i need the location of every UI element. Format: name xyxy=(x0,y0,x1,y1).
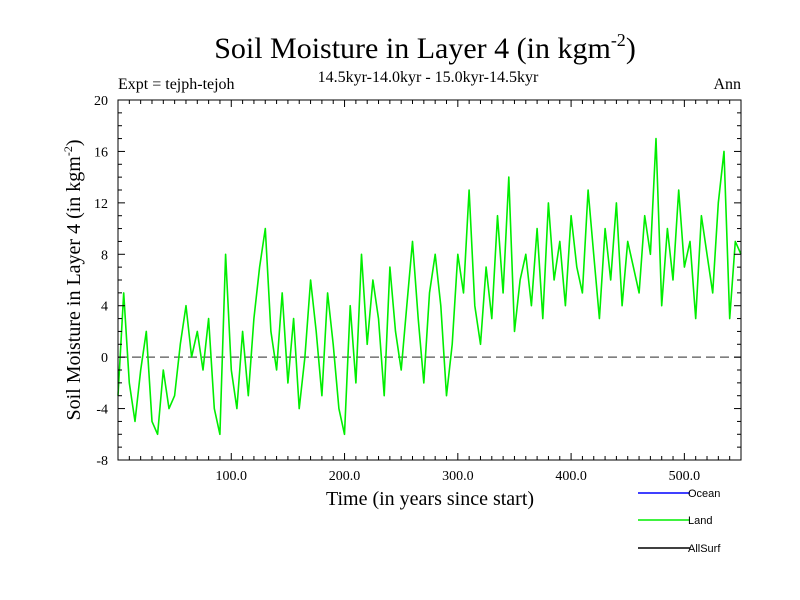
x-tick-label: 200.0 xyxy=(329,469,361,484)
y-tick-label: 8 xyxy=(101,248,108,263)
x-tick-label: 500.0 xyxy=(669,469,701,484)
series-line-land xyxy=(117,137,742,436)
chart-title-main: Soil Moisture in Layer 4 (in kgm xyxy=(214,32,611,65)
legend-label-ocean: Ocean xyxy=(688,488,720,500)
x-tick-label: 100.0 xyxy=(216,469,248,484)
y-axis-label-suffix: ) xyxy=(63,139,85,146)
y-tick-label: 16 xyxy=(94,145,108,160)
experiment-label: Expt = tejph-tejoh xyxy=(118,76,235,93)
plot-area: -8 -4 0 4 8 12 16 20 100.0 200.0 300.0 400.0 500.0 xyxy=(94,94,742,484)
legend-label-allsurf: AllSurf xyxy=(688,543,721,555)
legend: Ocean Land AllSurf xyxy=(638,488,721,555)
y-tick-label: 20 xyxy=(94,94,108,109)
y-axis-label-main: Soil Moisture in Layer 4 (in kgm xyxy=(63,156,85,421)
y-tick-label: -8 xyxy=(96,454,108,469)
y-tick-label: -4 xyxy=(96,403,108,418)
chart-title: Soil Moisture in Layer 4 (in kgm-2) xyxy=(214,30,636,65)
y-axis-label: Soil Moisture in Layer 4 (in kgm-2) xyxy=(61,139,85,420)
plot-frame xyxy=(117,99,742,461)
chart-title-suffix: ) xyxy=(626,32,636,65)
legend-label-land: Land xyxy=(688,515,712,527)
y-tick-label: 4 xyxy=(101,300,108,315)
x-axis-label: Time (in years since start) xyxy=(326,488,534,510)
season-label: Ann xyxy=(713,76,741,93)
chart-subtitle: 14.5kyr-14.0kyr - 15.0kyr-14.5kyr xyxy=(318,69,539,86)
x-tick-label: 300.0 xyxy=(442,469,474,484)
y-axis-label-superscript: -2 xyxy=(61,146,75,156)
y-tick-label: 0 xyxy=(101,351,108,366)
x-tick-label: 400.0 xyxy=(555,469,587,484)
chart-title-superscript: -2 xyxy=(611,30,626,50)
y-tick-label: 12 xyxy=(94,197,108,212)
